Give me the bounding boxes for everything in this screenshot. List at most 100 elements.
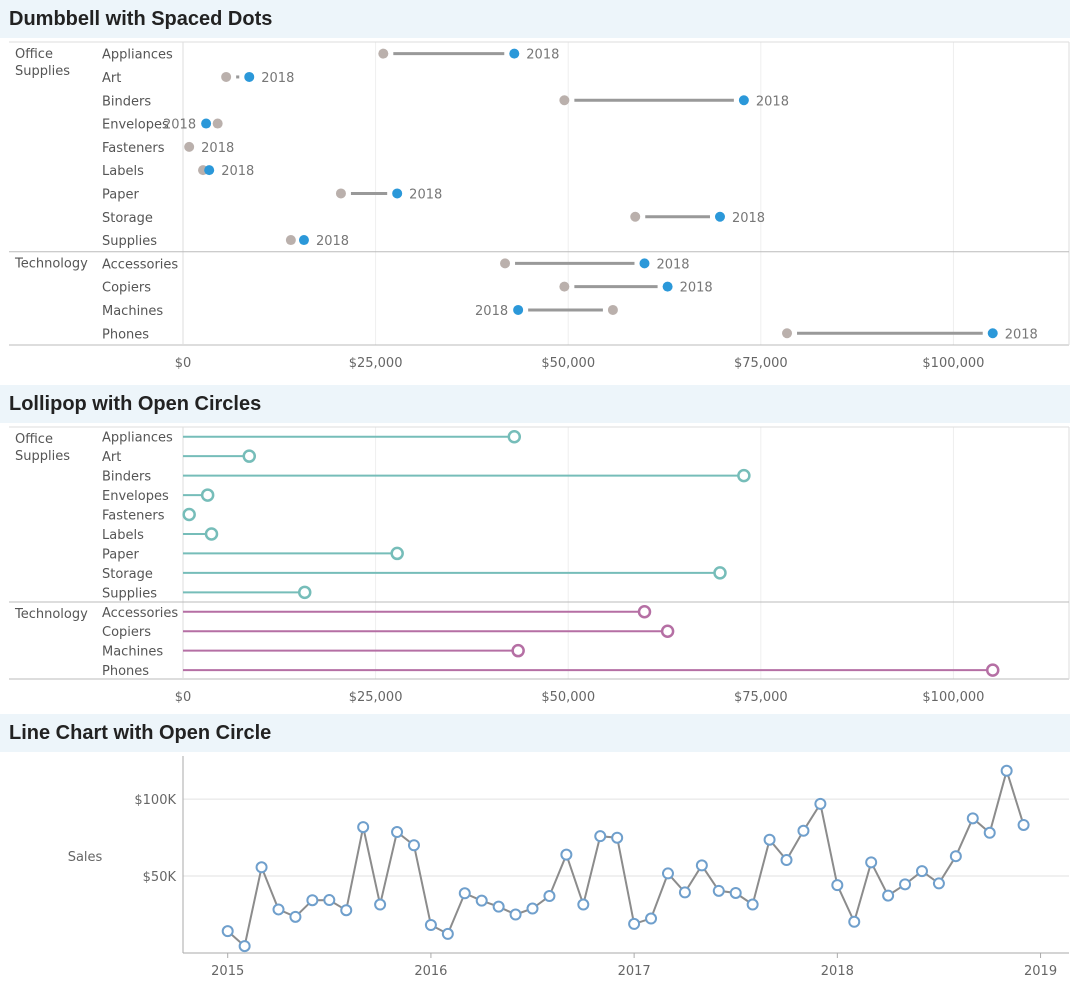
line-point [357,821,370,834]
lollipop-head [985,663,1000,677]
dumbbell-start-dot [378,48,389,59]
line-point [814,797,827,810]
line-point [932,877,945,890]
line-point [865,856,878,869]
dumbbell-end-label: 2018 [475,304,508,319]
line-point [628,917,641,930]
lollipop-category-label: Labels [102,528,144,543]
dumbbell-category-label: Appliances [102,48,173,63]
dumbbell-end-dot [509,48,520,59]
line-chart-title: Line Chart with Open Circle [9,722,272,744]
lollipop-category-label: Phones [102,664,149,679]
line-point [255,861,268,874]
line-point [729,886,742,899]
line-title-bar: Line Chart with Open Circle [0,714,1070,752]
dumbbell-category-label: Machines [102,304,163,319]
line-point [882,889,895,902]
dumbbell-category-label: Copiers [102,281,151,296]
lollipop-category-label: Storage [102,567,153,582]
line-point [594,830,607,843]
dumbbell-end-label: 2018 [756,94,789,109]
lollipop-head [182,507,196,522]
line-point [695,859,708,872]
dumbbell-start-dot [335,188,346,199]
line-x-tick-label: 2015 [211,964,244,979]
line-point [899,878,912,891]
lollipop-head [637,605,652,619]
dumbbell-chart-title: Dumbbell with Spaced Dots [9,8,273,30]
dumbbell-end-dot [639,258,650,269]
dumbbell-end-label: 2018 [732,211,765,226]
dumbbell-start-dot [500,258,511,269]
lollipop-x-tick-label: $75,000 [734,690,788,705]
line-series [227,767,1025,948]
dumbbell-category-label: Binders [102,94,151,109]
dumbbell-group-label: Technology [14,257,88,272]
dumbbell-end-dot [201,118,212,129]
line-x-tick-label: 2018 [821,964,854,979]
line-point [509,908,522,921]
dumbbell-category-label: Paper [102,187,139,202]
lollipop-group-label: Supplies [15,449,70,464]
dumbbell-end-label: 2018 [316,234,349,249]
lollipop-category-label: Fasteners [102,509,165,524]
line-point [848,915,861,928]
line-x-tick-label: 2019 [1024,964,1057,979]
line-point [340,904,353,917]
line-point [983,826,996,839]
dumbbell-category-label: Supplies [102,234,157,249]
lollipop-head [200,488,215,502]
line-point [391,826,404,839]
line-point [746,898,759,911]
dumbbell-end-label: 2018 [656,257,689,272]
dumbbell-end-label: 2018 [221,164,254,179]
lollipop-category-label: Accessories [102,606,178,621]
line-chart: $50K $100K Sales 2015 2016 2017 2018 2019 [68,756,1069,979]
dumbbell-group-label: Supplies [15,64,70,79]
dumbbell-end-label: 2018 [1005,327,1038,342]
line-point [712,884,725,897]
lollipop-group-label: Technology [14,607,88,622]
line-point [797,824,810,837]
dumbbell-start-dot [630,211,641,222]
line-x-tick-label: 2016 [414,964,447,979]
dumbbell-x-tick-label: $0 [175,356,192,371]
line-point [1017,818,1030,831]
dumbbell-start-dot [212,118,223,129]
lollipop-head [242,449,257,463]
lollipop-head [390,546,404,561]
dumbbell-x-tick-label: $25,000 [349,356,403,371]
dumbbell-end-dot [392,188,403,199]
dumbbell-start-dot [559,281,570,292]
line-point [780,854,793,867]
lollipop-category-label: Paper [102,547,139,562]
dumbbell-end-dot [662,281,673,292]
line-point [526,902,539,915]
dumbbell-category-label: Accessories [102,257,178,272]
line-y-tick-label: $100K [134,793,176,808]
lollipop-title-bar: Lollipop with Open Circles [0,385,1070,423]
lollipop-head [507,429,522,444]
line-y-axis-label: Sales [68,850,103,865]
dumbbell-start-dot [285,235,296,246]
dumbbell-start-dot [607,304,618,315]
line-point [645,912,658,925]
dumbbell-end-dot [738,95,749,106]
line-point [424,918,437,931]
line-point [661,867,674,880]
dumbbell-end-label: 2018 [680,281,713,296]
line-point [915,865,928,878]
line-point [543,890,556,903]
dumbbell-category-label: Art [102,71,121,86]
lollipop-head [660,624,675,638]
dumbbell-end-label: 2018 [261,71,294,86]
dumbbell-start-dot [782,328,793,339]
dumbbell-end-dot [298,235,309,246]
dumbbell-end-label: 2018 [201,141,234,156]
line-point [458,887,471,900]
line-x-tick-label: 2017 [618,964,651,979]
dumbbell-end-label: 2018 [409,187,442,202]
dumbbell-chart: $0 $25,000 $50,000 $75,000 $100,000 Office Sup… [9,41,1070,371]
line-point [272,903,285,916]
dumbbell-x-tick-label: $100,000 [922,356,984,371]
